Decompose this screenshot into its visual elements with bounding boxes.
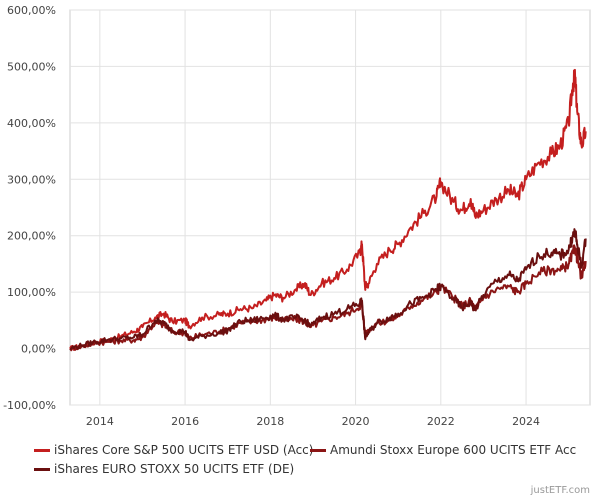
y-tick-label: 300,00% [7, 173, 56, 186]
legend-swatch-eurostoxx50 [34, 467, 50, 471]
x-tick-label: 2014 [86, 415, 114, 428]
x-tick-label: 2020 [342, 415, 370, 428]
legend-swatch-sp500 [34, 448, 50, 452]
source-credit[interactable]: justETF.com [530, 485, 590, 496]
series-line-eurostoxx50 [69, 228, 587, 350]
legend-swatch-stoxx600 [310, 448, 326, 452]
series-lines [69, 68, 587, 352]
plot-area [69, 9, 591, 406]
y-tick-label: 0,00% [21, 343, 56, 356]
gridlines [70, 9, 590, 406]
y-axis-ticks: -100,00% 0,00% 100,00% 200,00% 300,00% 400,00… [3, 4, 56, 412]
x-tick-label: 2016 [171, 415, 199, 428]
y-tick-label: 600,00% [7, 4, 56, 17]
legend-item-stoxx600[interactable]: Amundi Stoxx Europe 600 UCITS ETF Acc [310, 443, 576, 457]
legend-label-eurostoxx50: iShares EURO STOXX 50 UCITS ETF (DE) [54, 462, 295, 476]
x-axis-ticks: 2014 2016 2018 2020 2022 2024 [86, 415, 540, 428]
y-tick-label: 200,00% [7, 230, 56, 243]
legend-label-stoxx600: Amundi Stoxx Europe 600 UCITS ETF Acc [330, 443, 577, 457]
x-tick-label: 2022 [427, 415, 455, 428]
y-tick-label: 400,00% [7, 117, 56, 130]
y-tick-label: -100,00% [3, 399, 56, 412]
line-chart: -100,00% 0,00% 100,00% 200,00% 300,00% 400,00… [3, 4, 591, 428]
legend-label-sp500: iShares Core S&P 500 UCITS ETF USD (Acc) [54, 443, 314, 457]
series-line-sp500 [69, 68, 587, 351]
y-tick-label: 100,00% [7, 286, 56, 299]
x-tick-label: 2018 [256, 415, 284, 428]
y-tick-label: 500,00% [7, 60, 56, 73]
x-tick-label: 2024 [512, 415, 540, 428]
legend-item-sp500[interactable]: iShares Core S&P 500 UCITS ETF USD (Acc) [34, 443, 313, 457]
legend-item-eurostoxx50[interactable]: iShares EURO STOXX 50 UCITS ETF (DE) [34, 462, 294, 476]
